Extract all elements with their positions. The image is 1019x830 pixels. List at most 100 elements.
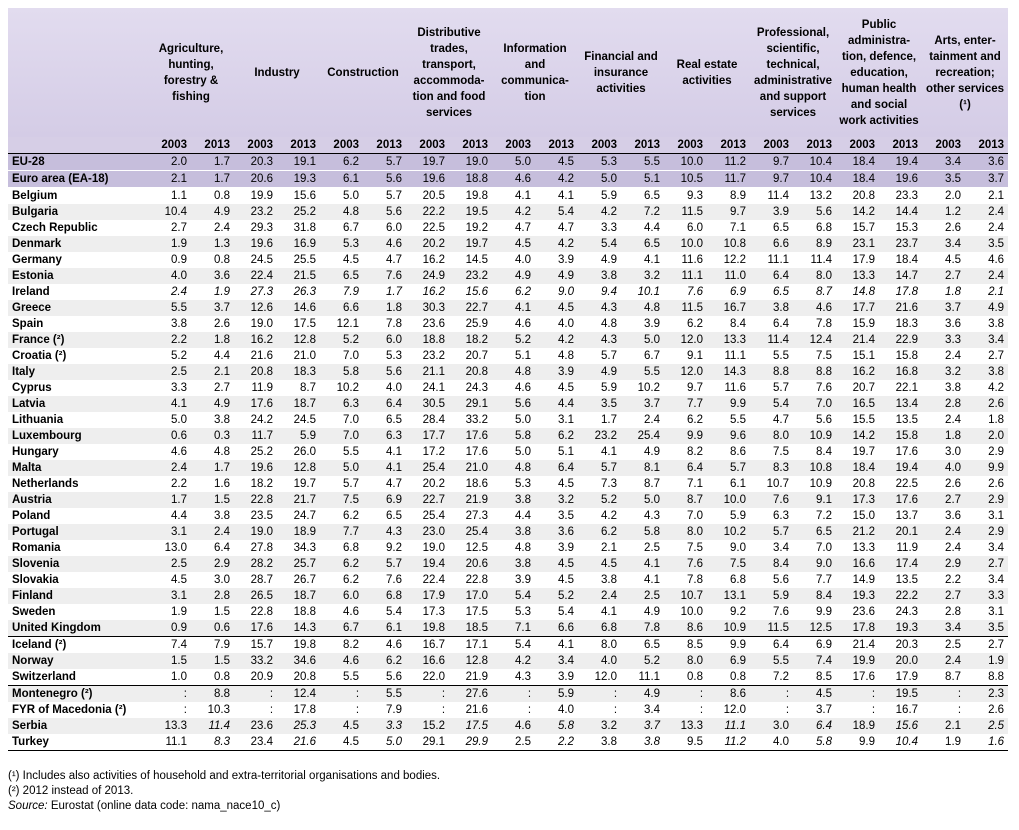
- value-cell: 18.2: [449, 332, 493, 348]
- value-cell: 22.5: [422, 222, 446, 234]
- value-cell: 3.9: [558, 254, 575, 266]
- value-cell: 2.7: [922, 492, 966, 508]
- value-cell: 1.3: [191, 236, 235, 252]
- value-cell: 16.7: [895, 704, 919, 716]
- value-cell: 5.6: [492, 396, 536, 412]
- value-cell: 9.4: [601, 286, 618, 298]
- activity-header: Distributive trades, transport, accommod…: [406, 8, 493, 137]
- value-cell: 10.8: [707, 236, 751, 252]
- value-cell: 8.0: [664, 653, 708, 669]
- value-cell: 16.6: [836, 556, 880, 572]
- value-cell: 14.7: [879, 268, 923, 284]
- value-cell: 16.8: [879, 364, 923, 380]
- value-cell: 4.1: [601, 446, 618, 458]
- value-cell: 7.5: [773, 446, 790, 458]
- value-cell: 5.4: [558, 606, 575, 618]
- value-cell: 4.5: [535, 556, 579, 572]
- value-cell: 3.8: [601, 574, 618, 586]
- value-cell: 6.5: [793, 524, 837, 540]
- value-cell: 3.4: [922, 620, 966, 637]
- value-cell: 2.2: [171, 478, 187, 490]
- country-name: Cyprus: [12, 382, 52, 394]
- value-cell: 1.6: [965, 734, 1009, 751]
- value-cell: 9.7: [750, 170, 794, 188]
- value-cell: 27.8: [250, 542, 274, 554]
- year-header: 2003: [922, 137, 966, 154]
- table-row: Malta 2.4 1.7 19.6 12.8 5.0 4.1 25.4 21.0 4.8 6.4 5…: [8, 460, 1009, 476]
- value-cell: 26.3: [293, 286, 317, 298]
- value-cell: 20.8: [449, 364, 493, 380]
- year-header: 2003: [406, 137, 450, 154]
- value-cell: 8.4: [793, 588, 837, 604]
- table-row: Poland 4.4 3.8 23.5 24.7 6.2 6.5 25.4 27.3 4.4 3.5…: [8, 508, 1008, 524]
- value-cell: 2.6: [988, 704, 1005, 716]
- value-cell: :: [269, 704, 274, 716]
- country-name: Germany: [12, 254, 62, 266]
- value-cell: 3.6: [945, 318, 962, 330]
- value-cell: 4.8: [621, 300, 665, 316]
- value-cell: 3.2: [621, 268, 665, 284]
- country-name: Switzerland: [12, 671, 76, 683]
- value-cell: 17.0: [449, 588, 493, 604]
- value-cell: 4.5: [558, 382, 575, 394]
- value-cell: 25.7: [277, 556, 321, 572]
- value-cell: 5.0: [171, 414, 187, 426]
- value-cell: 10.3: [207, 704, 231, 716]
- value-cell: 4.2: [492, 204, 536, 220]
- value-cell: 15.9: [852, 318, 876, 330]
- value-cell: 7.0: [320, 428, 364, 444]
- value-cell: 2.4: [945, 350, 962, 362]
- value-cell: 18.4: [895, 254, 919, 266]
- value-cell: 5.3: [320, 236, 364, 252]
- value-cell: 9.5: [664, 734, 708, 751]
- value-cell: 9.9: [965, 460, 1009, 476]
- value-cell: 28.4: [422, 414, 446, 426]
- value-cell: 6.1: [730, 478, 747, 490]
- value-cell: 3.8: [492, 492, 536, 508]
- value-cell: 4.7: [558, 222, 575, 234]
- value-cell: 20.8: [852, 190, 876, 202]
- value-cell: 1.8: [945, 286, 962, 298]
- value-cell: 23.0: [406, 524, 450, 540]
- value-cell: 5.7: [363, 153, 407, 171]
- value-cell: 5.8: [621, 524, 665, 540]
- value-cell: 4.8: [601, 318, 618, 330]
- value-cell: 21.0: [449, 460, 493, 476]
- value-cell: 3.1: [148, 588, 191, 604]
- value-cell: 4.0: [558, 704, 575, 716]
- value-cell: 3.8: [945, 382, 962, 394]
- value-cell: 3.1: [148, 524, 191, 540]
- country-name: Sweden: [12, 606, 56, 618]
- table-row: FYR of Macedonia (²): 10.3: 17.8: 7.9: 21.6:…: [8, 702, 1008, 718]
- value-cell: 11.1: [767, 254, 790, 266]
- value-cell: 8.6: [707, 685, 751, 702]
- value-cell: 5.1: [515, 350, 532, 362]
- year-header: 2013: [277, 137, 321, 154]
- value-cell: 2.4: [148, 460, 191, 476]
- table-body: EU-28 2.0 1.7 20.3 19.1 6.2 5.7 19.7 19.0 5.0 4.5 5…: [8, 153, 1009, 751]
- value-cell: 19.7: [449, 236, 493, 252]
- value-cell: 28.7: [250, 574, 274, 586]
- value-cell: 17.6: [234, 620, 278, 637]
- value-cell: 6.2: [687, 414, 704, 426]
- table-row: Czech Republic 2.7 2.4 29.3 31.8 6.7 6.0 22.5 19…: [8, 220, 1008, 236]
- value-cell: 7.3: [601, 478, 618, 490]
- table-row: Spain 3.8 2.6 19.0 17.5 12.1 7.8 23.6 25.9 4.6 4.0…: [8, 316, 1008, 332]
- value-cell: 1.9: [214, 286, 231, 298]
- value-cell: 4.9: [578, 364, 622, 380]
- country-name: Portugal: [8, 524, 148, 540]
- table-row: Finland 3.1 2.8 26.5 18.7 6.0 6.8 17.9 17.0 5.4 5.…: [8, 588, 1009, 604]
- year-header: 2013: [191, 137, 235, 154]
- value-cell: 5.0: [621, 492, 665, 508]
- value-cell: 19.4: [879, 153, 923, 171]
- value-cell: 5.6: [363, 170, 407, 188]
- activity-header: Financial and insurance activities: [578, 8, 665, 137]
- value-cell: 5.0: [515, 446, 532, 458]
- value-cell: 17.5: [449, 718, 493, 734]
- value-cell: 16.7: [406, 636, 450, 653]
- value-cell: 9.0: [793, 556, 837, 572]
- value-cell: 18.8: [406, 332, 450, 348]
- country-name: FYR of Macedonia (²): [12, 704, 127, 716]
- value-cell: 4.1: [621, 556, 665, 572]
- value-cell: 27.3: [465, 510, 489, 522]
